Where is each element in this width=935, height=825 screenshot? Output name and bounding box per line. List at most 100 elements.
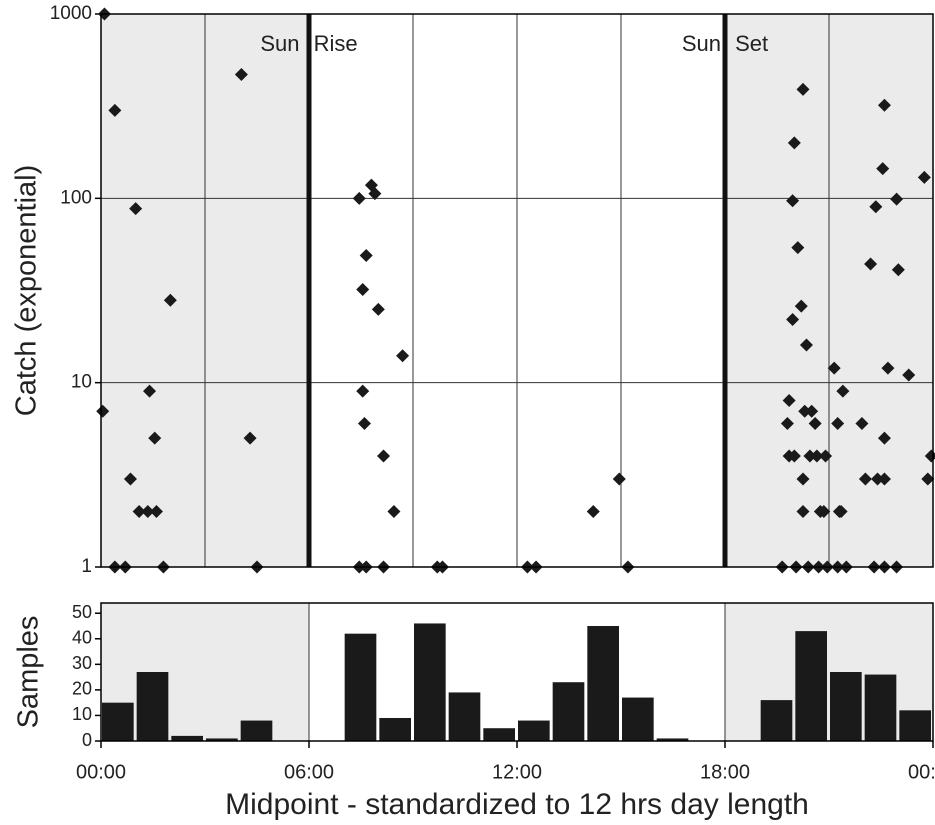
point: [234, 67, 248, 81]
night-shade: [725, 603, 933, 741]
point: [794, 299, 808, 313]
y-tick-label: 20: [72, 679, 92, 699]
bar: [414, 623, 446, 741]
annotation: Sun Rise: [260, 31, 357, 56]
point: [796, 472, 810, 486]
bar: [379, 718, 411, 741]
bar: [760, 700, 793, 741]
point: [855, 417, 869, 431]
point: [352, 191, 366, 205]
point: [356, 384, 370, 398]
y-tick-label: 1: [81, 556, 92, 577]
point: [612, 472, 626, 486]
point: [808, 417, 822, 431]
bar: [171, 735, 203, 741]
point: [163, 293, 177, 307]
bar: [344, 633, 377, 741]
point: [817, 505, 831, 519]
bar: [830, 672, 862, 741]
point: [791, 241, 805, 255]
point: [243, 431, 257, 445]
point: [805, 404, 819, 418]
point: [890, 192, 904, 206]
bar: [864, 674, 897, 741]
point: [141, 505, 155, 519]
y-tick-label: 10: [72, 704, 92, 724]
point: [869, 200, 883, 214]
x-tick-label: 12:00: [492, 761, 542, 783]
point: [149, 505, 163, 519]
point: [819, 449, 833, 463]
point: [123, 472, 137, 486]
point: [836, 384, 850, 398]
bar: [899, 710, 931, 741]
y-axis-label: Samples: [13, 616, 45, 729]
point: [831, 417, 845, 431]
x-tick-label: 00:00: [76, 761, 126, 783]
bar: [240, 720, 273, 741]
point: [782, 394, 796, 408]
point: [787, 449, 801, 463]
y-tick-label: 0: [82, 730, 92, 750]
y-tick-label: 40: [72, 628, 92, 648]
bar: [552, 682, 585, 741]
point: [810, 449, 824, 463]
y-tick-label: 30: [72, 653, 92, 673]
point: [148, 431, 162, 445]
point: [96, 404, 110, 418]
point: [877, 98, 891, 112]
bar: [622, 697, 654, 741]
bar: [518, 720, 550, 741]
bar: [136, 672, 169, 741]
y-tick-label: 10: [71, 372, 92, 393]
x-tick-label: 18:00: [700, 761, 750, 783]
point: [387, 505, 401, 519]
point: [796, 505, 810, 519]
bar: [206, 738, 238, 741]
plot-frame: [100, 13, 934, 568]
point: [877, 472, 891, 486]
y-tick-label: 50: [72, 602, 92, 622]
annotation: Sun Set: [682, 31, 768, 56]
point: [798, 404, 812, 418]
bar: [483, 728, 515, 741]
y-axis-label: Catch (exponential): [11, 165, 43, 416]
point: [371, 302, 385, 316]
point: [359, 248, 373, 262]
x-tick-label: 00:00: [908, 761, 935, 783]
point: [143, 384, 157, 398]
point: [871, 472, 885, 486]
point: [132, 505, 146, 519]
point: [368, 187, 382, 201]
point: [803, 449, 817, 463]
point: [858, 472, 872, 486]
point: [876, 162, 890, 176]
point: [834, 505, 848, 519]
point: [787, 136, 801, 150]
point: [108, 103, 122, 117]
point: [902, 368, 916, 382]
point: [877, 431, 891, 445]
point: [586, 505, 600, 519]
point: [796, 82, 810, 96]
y-tick-label: 100: [60, 187, 92, 208]
point: [864, 257, 878, 271]
point: [356, 283, 370, 297]
point: [891, 263, 905, 277]
bar: [656, 738, 689, 741]
bar: [102, 702, 134, 741]
bar: [448, 692, 481, 741]
x-axis-label: Midpoint - standardized to 12 hrs day le…: [225, 788, 809, 821]
point: [357, 417, 371, 431]
plot-frame: [100, 602, 934, 742]
point: [786, 313, 800, 327]
point: [799, 338, 813, 352]
point: [827, 361, 841, 375]
point: [917, 170, 931, 184]
bar: [587, 626, 619, 741]
point: [396, 349, 410, 363]
point: [129, 202, 143, 216]
point: [377, 449, 391, 463]
bar: [795, 631, 827, 741]
